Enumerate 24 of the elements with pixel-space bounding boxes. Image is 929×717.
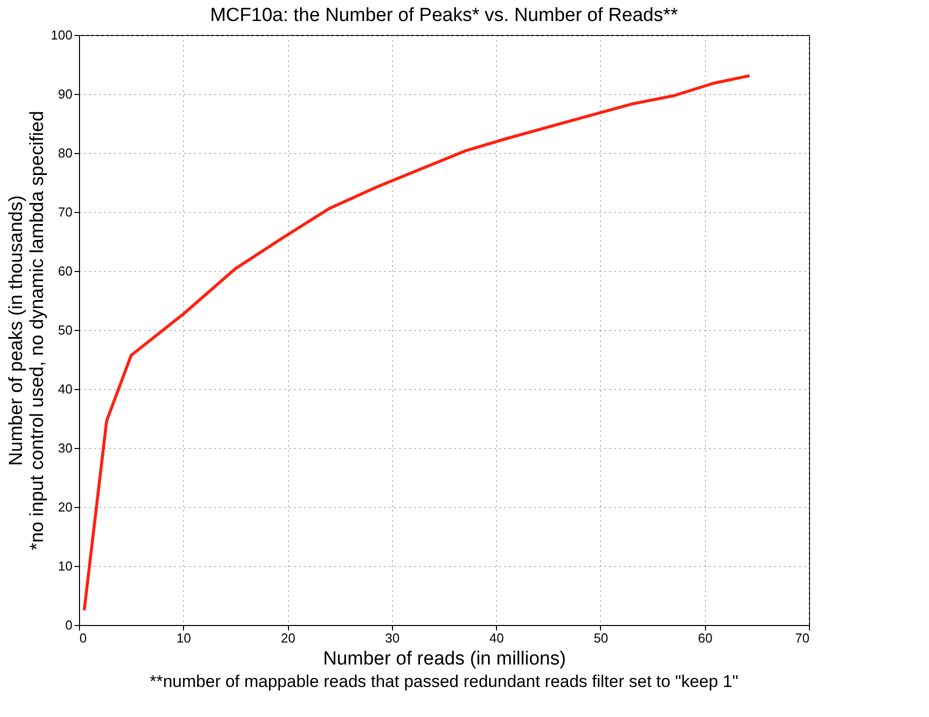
y-tick-label: 60 — [58, 264, 72, 278]
y-tick-label: 90 — [58, 86, 72, 102]
x-tick-label: 70 — [795, 630, 810, 646]
x-tick-label: 10 — [176, 630, 192, 646]
x-tick-label: 0 — [80, 630, 87, 646]
x-tick-label: 20 — [280, 630, 296, 646]
y-tick-label: 40 — [58, 382, 72, 396]
y-tick-label: 20 — [58, 500, 72, 514]
text: **number of mappable reads that passed redundant reads filter set to "keep 1" — [150, 672, 738, 691]
y-tick-label: 30 — [58, 440, 72, 456]
x-tick-label: 60 — [698, 630, 712, 646]
y-tick-label: 70 — [58, 204, 72, 220]
x-tick-label: 30 — [385, 630, 400, 646]
y-axis-title: Number of peaks (in thousands) *no input control used, no dynamic lambda specified — [6, 110, 48, 550]
y-tick-label: 0 — [65, 618, 72, 632]
line-series — [82, 74, 752, 612]
chart-title: MCF10a: the Number of Peaks* vs. Number of Reads** — [210, 5, 679, 26]
x-axis-title: Number of reads (in millions) — [323, 648, 566, 670]
y-tick-label: 100 — [50, 28, 72, 42]
x-tick-label: 40 — [489, 630, 504, 646]
y-tick-label: 80 — [58, 146, 72, 160]
y-tick-label: 10 — [58, 558, 72, 574]
x-tick-label: 50 — [594, 630, 608, 646]
y-tick-label: 50 — [58, 322, 72, 338]
